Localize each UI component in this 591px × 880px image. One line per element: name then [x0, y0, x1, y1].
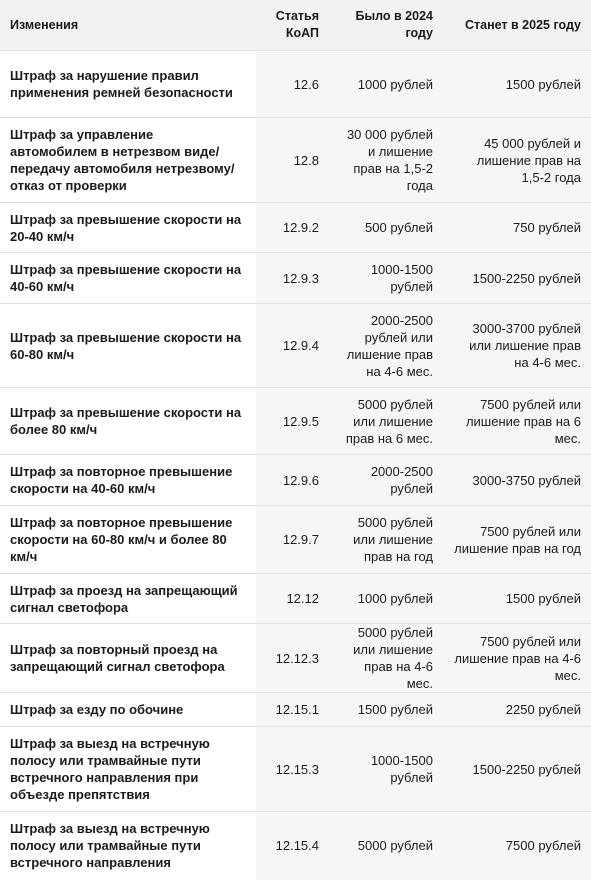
- article-number: 12.8: [256, 117, 329, 203]
- fine-name: Штраф за проезд на запрещающий сигнал св…: [0, 573, 256, 624]
- table-row: Штраф за повторное превышение скорости н…: [0, 505, 591, 574]
- fine-name: Штраф за езду по обочине: [0, 692, 256, 727]
- fine-2025: 1500-2250 рублей: [443, 726, 591, 812]
- fine-2024: 5000 рублей или лишение прав на 6 мес.: [329, 387, 443, 455]
- article-number: 12.9.5: [256, 387, 329, 455]
- table-row: Штраф за превышение скорости на 60-80 км…: [0, 303, 591, 388]
- table-row: Штраф за управление автомобилем в нетрез…: [0, 117, 591, 203]
- fine-2025: 7500 рублей или лишение прав на год: [443, 505, 591, 574]
- table-row: Штраф за езду по обочине 12.15.1 1500 ру…: [0, 692, 591, 727]
- article-number: 12.15.1: [256, 692, 329, 727]
- fine-2024: 5000 рублей или лишение прав на год: [329, 505, 443, 574]
- header-article: Статья КоАП: [256, 0, 329, 51]
- table-row: Штраф за превышение скорости на более 80…: [0, 387, 591, 455]
- fine-name: Штраф за превышение скорости на 60-80 км…: [0, 303, 256, 388]
- table-row: Штраф за выезд на встречную полосу или т…: [0, 726, 591, 812]
- table-row: Штраф за нарушение правил применения рем…: [0, 50, 591, 118]
- fine-2024: 5000 рублей: [329, 811, 443, 880]
- fine-2025: 7500 рублей: [443, 811, 591, 880]
- table-row: Штраф за выезд на встречную полосу или т…: [0, 811, 591, 880]
- table-row: Штраф за повторный проезд на запрещающий…: [0, 623, 591, 693]
- fine-2024: 30 000 рублей и лишение прав на 1,5-2 го…: [329, 117, 443, 203]
- fine-2025: 3000-3750 рублей: [443, 454, 591, 506]
- fine-2025: 2250 рублей: [443, 692, 591, 727]
- fine-2025: 45 000 рублей и лишение прав на 1,5-2 го…: [443, 117, 591, 203]
- header-changes: Изменения: [0, 0, 256, 51]
- fine-name: Штраф за выезд на встречную полосу или т…: [0, 811, 256, 880]
- fine-2024: 1500 рублей: [329, 692, 443, 727]
- fine-2024: 1000 рублей: [329, 50, 443, 118]
- article-number: 12.15.4: [256, 811, 329, 880]
- fine-2025: 1500 рублей: [443, 50, 591, 118]
- fine-2024: 1000-1500 рублей: [329, 252, 443, 304]
- fine-2025: 3000-3700 рублей или лишение прав на 4-6…: [443, 303, 591, 388]
- fine-2025: 750 рублей: [443, 202, 591, 253]
- table-header-row: Изменения Статья КоАП Было в 2024 году С…: [0, 0, 591, 51]
- fine-2024: 1000 рублей: [329, 573, 443, 624]
- fine-name: Штраф за управление автомобилем в нетрез…: [0, 117, 256, 203]
- fine-2024: 1000-1500 рублей: [329, 726, 443, 812]
- article-number: 12.12.3: [256, 623, 329, 693]
- article-number: 12.12: [256, 573, 329, 624]
- article-number: 12.15.3: [256, 726, 329, 812]
- table-row: Штраф за превышение скорости на 20-40 км…: [0, 202, 591, 253]
- fine-2025: 7500 рублей или лишение прав на 6 мес.: [443, 387, 591, 455]
- fine-name: Штраф за повторное превышение скорости н…: [0, 505, 256, 574]
- fine-2025: 1500 рублей: [443, 573, 591, 624]
- fine-2024: 2000-2500 рублей: [329, 454, 443, 506]
- fine-2024: 5000 рублей или лишение прав на 4-6 мес.: [329, 623, 443, 693]
- fine-name: Штраф за выезд на встречную полосу или т…: [0, 726, 256, 812]
- fine-2025: 1500-2250 рублей: [443, 252, 591, 304]
- article-number: 12.9.7: [256, 505, 329, 574]
- fine-2024: 500 рублей: [329, 202, 443, 253]
- article-number: 12.9.4: [256, 303, 329, 388]
- article-number: 12.6: [256, 50, 329, 118]
- table-row: Штраф за превышение скорости на 40-60 км…: [0, 252, 591, 304]
- fine-name: Штраф за повторный проезд на запрещающий…: [0, 623, 256, 693]
- article-number: 12.9.2: [256, 202, 329, 253]
- fine-name: Штраф за превышение скорости на более 80…: [0, 387, 256, 455]
- article-number: 12.9.3: [256, 252, 329, 304]
- fine-2025: 7500 рублей или лишение прав на 4-6 мес.: [443, 623, 591, 693]
- fine-name: Штраф за превышение скорости на 20-40 км…: [0, 202, 256, 253]
- fine-2024: 2000-2500 рублей или лишение прав на 4-6…: [329, 303, 443, 388]
- fine-name: Штраф за повторное превышение скорости н…: [0, 454, 256, 506]
- header-2025: Станет в 2025 году: [443, 0, 591, 51]
- fine-name: Штраф за превышение скорости на 40-60 км…: [0, 252, 256, 304]
- header-2024: Было в 2024 году: [329, 0, 443, 51]
- fine-name: Штраф за нарушение правил применения рем…: [0, 50, 256, 118]
- table-row: Штраф за проезд на запрещающий сигнал св…: [0, 573, 591, 624]
- article-number: 12.9.6: [256, 454, 329, 506]
- table-row: Штраф за повторное превышение скорости н…: [0, 454, 591, 506]
